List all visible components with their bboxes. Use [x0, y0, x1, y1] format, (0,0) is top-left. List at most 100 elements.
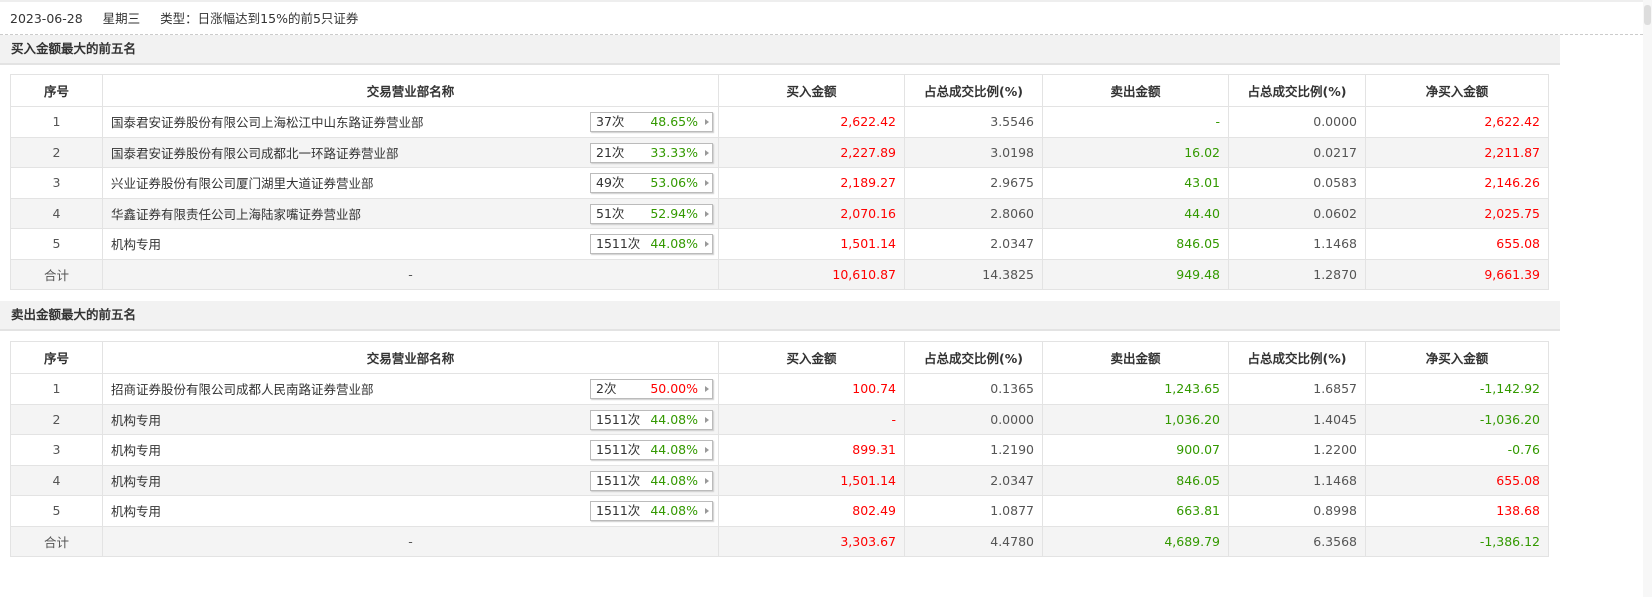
- triangle-right-icon: [705, 149, 709, 156]
- net-amount: 2,622.42: [1365, 106, 1549, 138]
- sell-ratio: 0.0583: [1228, 167, 1366, 199]
- history-badge[interactable]: 49次 53.06%: [590, 173, 713, 193]
- sell-amount: 846.05: [1042, 464, 1229, 496]
- sell-ratio: 0.8998: [1228, 495, 1366, 527]
- column-header: 净买入金额: [1365, 341, 1549, 374]
- table-row: 3 机构专用 1511次 44.08% 899.31 1.2190 900.07 …: [10, 434, 1549, 466]
- broker-name[interactable]: 机构专用: [111, 504, 162, 520]
- broker-name[interactable]: 华鑫证券有限责任公司上海陆家嘴证券营业部: [111, 206, 362, 222]
- success-rate: 44.08%: [650, 236, 698, 251]
- success-rate: 33.33%: [650, 144, 698, 160]
- history-badge[interactable]: 37次 48.65%: [590, 112, 713, 132]
- sell-ratio: 1.1468: [1228, 228, 1366, 260]
- times: 2次: [596, 381, 617, 396]
- row-index: 3: [10, 167, 103, 199]
- date: 2023-06-28: [10, 11, 83, 26]
- sell-amount: 16.02: [1042, 136, 1229, 168]
- broker-name[interactable]: 兴业证券股份有限公司厦门湖里大道证券营业部: [111, 176, 374, 192]
- history-badge[interactable]: 1511次 44.08%: [590, 470, 713, 491]
- buy-amount: 100.74: [718, 373, 905, 405]
- row-index: 5: [10, 228, 103, 260]
- broker-name[interactable]: 机构专用: [111, 473, 162, 489]
- buy-ratio: 2.0347: [904, 464, 1043, 496]
- sell-amount: 1,036.20: [1042, 403, 1229, 435]
- table-row: 4 华鑫证券有限责任公司上海陆家嘴证券营业部 51次 52.94% 2,070.1…: [10, 197, 1549, 229]
- total-net: 9,661.39: [1365, 258, 1549, 290]
- times: 1511次: [596, 236, 641, 251]
- row-index: 5: [10, 495, 103, 527]
- times: 21次: [596, 144, 625, 160]
- row-index: 4: [10, 464, 103, 496]
- success-rate: 44.08%: [650, 472, 698, 488]
- net-amount: -1,142.92: [1365, 373, 1549, 405]
- weekday: 星期三: [102, 11, 141, 26]
- success-rate: 44.08%: [650, 411, 698, 427]
- history-badge[interactable]: 51次 52.94%: [590, 203, 713, 224]
- net-amount: -1,036.20: [1365, 403, 1549, 435]
- buy-amount: 1,501.14: [718, 464, 905, 496]
- broker-name[interactable]: 招商证券股份有限公司成都人民南路证券营业部: [111, 382, 374, 398]
- buy-amount: 1,501.14: [718, 228, 905, 260]
- sell-amount: 663.81: [1042, 495, 1229, 527]
- table-row: 1 国泰君安证券股份有限公司上海松江中山东路证券营业部 37次 48.65% 2,…: [10, 106, 1549, 138]
- total-sell-ratio: 6.3568: [1228, 525, 1366, 557]
- triangle-right-icon: [705, 241, 709, 247]
- broker-name[interactable]: 国泰君安证券股份有限公司上海松江中山东路证券营业部: [111, 115, 424, 131]
- sell-amount: 43.01: [1042, 167, 1229, 199]
- net-amount: 655.08: [1365, 464, 1549, 496]
- sell-amount: 1,243.65: [1042, 373, 1229, 405]
- broker-cell: 机构专用 1511次 44.08%: [102, 464, 719, 496]
- column-header: 净买入金额: [1365, 74, 1549, 107]
- buy-ratio: 2.0347: [904, 228, 1043, 260]
- broker-cell: 招商证券股份有限公司成都人民南路证券营业部 2次 50.00%: [102, 373, 719, 405]
- sell-amount: -: [1042, 106, 1229, 138]
- sell-ratio: 1.6857: [1228, 373, 1366, 405]
- net-amount: 138.68: [1365, 495, 1549, 527]
- scrollbar[interactable]: [1643, 0, 1652, 597]
- buy-ratio: 0.0000: [904, 403, 1043, 435]
- row-index: 4: [10, 197, 103, 229]
- scrollbar-thumb[interactable]: [1644, 5, 1651, 25]
- triangle-right-icon: [705, 477, 709, 484]
- success-rate: 44.08%: [650, 503, 698, 518]
- buy-ratio: 3.0198: [904, 136, 1043, 168]
- history-badge[interactable]: 1511次 44.08%: [590, 501, 713, 521]
- broker-cell: 兴业证券股份有限公司厦门湖里大道证券营业部 49次 53.06%: [102, 167, 719, 199]
- history-badge[interactable]: 2次 50.00%: [590, 379, 713, 399]
- times: 1511次: [596, 411, 641, 427]
- triangle-right-icon: [705, 416, 709, 423]
- triangle-right-icon: [705, 508, 709, 514]
- column-header: 买入金额: [718, 74, 905, 107]
- broker-name[interactable]: 机构专用: [111, 412, 162, 428]
- buy-amount: 2,189.27: [718, 167, 905, 199]
- net-amount: 655.08: [1365, 228, 1549, 260]
- total-name: -: [102, 525, 719, 557]
- total-sell-ratio: 1.2870: [1228, 258, 1366, 290]
- history-badge[interactable]: 1511次 44.08%: [590, 234, 713, 254]
- times: 51次: [596, 205, 625, 221]
- history-badge[interactable]: 21次 33.33%: [590, 142, 713, 163]
- net-amount: 2,025.75: [1365, 197, 1549, 229]
- broker-name[interactable]: 机构专用: [111, 443, 162, 459]
- column-header: 卖出金额: [1042, 341, 1229, 374]
- column-header: 卖出金额: [1042, 74, 1229, 107]
- total-row: 合计 - 3,303.67 4.4780 4,689.79 6.3568 -1,…: [10, 525, 1549, 557]
- header-row: 序号 交易营业部名称 买入金额 占总成交比例(%) 卖出金额 占总成交比例(%) 净买入金额: [10, 341, 1549, 374]
- broker-cell: 机构专用 1511次 44.08%: [102, 228, 719, 260]
- history-badge[interactable]: 1511次 44.08%: [590, 409, 713, 430]
- column-header: 占总成交比例(%): [1228, 341, 1366, 374]
- header-row: 序号 交易营业部名称 买入金额 占总成交比例(%) 卖出金额 占总成交比例(%) 净买入金额: [10, 74, 1549, 107]
- triangle-right-icon: [705, 210, 709, 217]
- broker-name[interactable]: 机构专用: [111, 237, 162, 253]
- broker-name[interactable]: 国泰君安证券股份有限公司成都北一环路证券营业部: [111, 145, 399, 161]
- history-badge[interactable]: 1511次 44.08%: [590, 440, 713, 460]
- buy-top5-table: 序号 交易营业部名称 买入金额 占总成交比例(%) 卖出金额 占总成交比例(%) 净买入金额…: [10, 74, 1549, 290]
- buy-amount: 2,070.16: [718, 197, 905, 229]
- column-header: 占总成交比例(%): [904, 74, 1043, 107]
- row-index: 2: [10, 136, 103, 168]
- broker-cell: 机构专用 1511次 44.08%: [102, 434, 719, 466]
- divider: [0, 34, 1643, 35]
- total-buy: 3,303.67: [718, 525, 905, 557]
- triangle-right-icon: [705, 386, 709, 392]
- broker-cell: 机构专用 1511次 44.08%: [102, 403, 719, 435]
